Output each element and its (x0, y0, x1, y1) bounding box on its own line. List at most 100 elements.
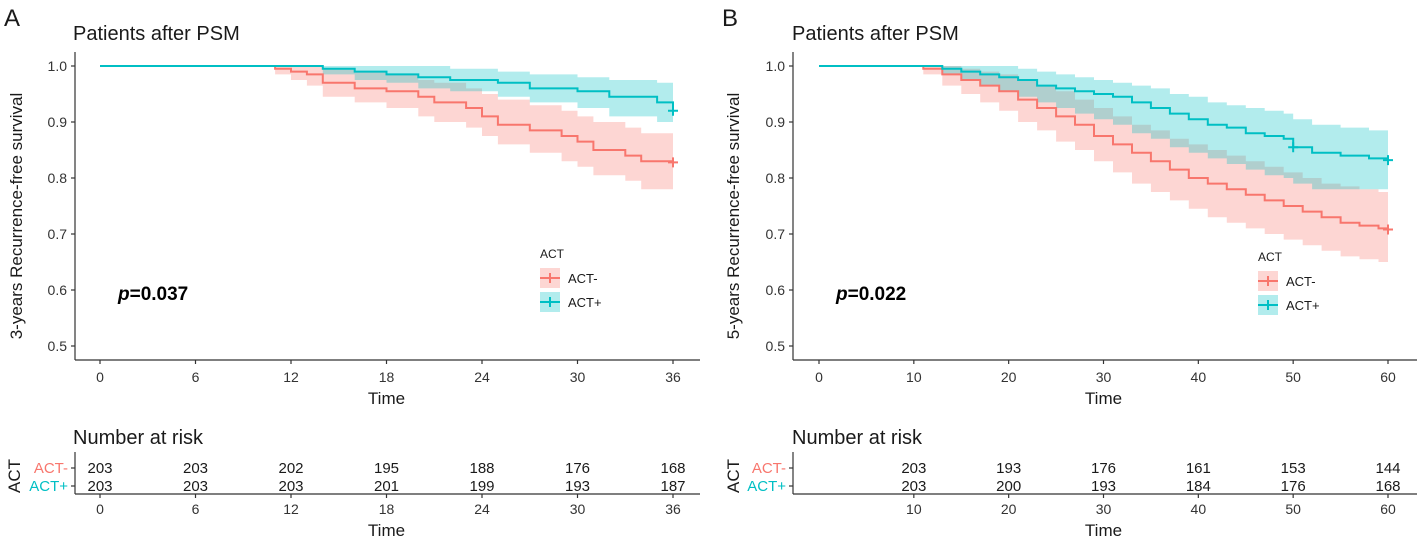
legend-label: ACT+ (568, 295, 602, 310)
risk-count: 187 (660, 478, 685, 495)
risk-count: 184 (1186, 478, 1211, 495)
x-tick-label: 20 (1001, 369, 1017, 385)
risk-x-tick-label: 18 (379, 501, 395, 517)
p-value-label: p=0.022 (835, 284, 906, 305)
risk-count: 193 (565, 478, 590, 495)
risk-count: 193 (1091, 478, 1116, 495)
x-tick-label: 10 (906, 369, 922, 385)
x-tick-label: 30 (1096, 369, 1112, 385)
panel-letter: A (4, 5, 20, 32)
p-letter: p (117, 284, 130, 305)
risk-count: 176 (1091, 460, 1116, 477)
legend-title: ACT (1258, 250, 1283, 264)
risk-x-tick-label: 60 (1380, 501, 1396, 517)
panel-letter: B (722, 5, 738, 32)
risk-x-tick-label: 6 (192, 501, 200, 517)
x-tick-label: 0 (96, 369, 104, 385)
y-tick-label: 0.9 (48, 114, 68, 130)
risk-x-tick-label: 24 (474, 501, 490, 517)
y-tick-label: 1.0 (766, 58, 786, 74)
risk-count: 188 (469, 460, 494, 477)
risk-x-axis-title: Time (368, 521, 405, 539)
risk-x-tick-label: 30 (570, 501, 586, 517)
risk-count: 203 (901, 460, 926, 477)
risk-count: 201 (374, 478, 399, 495)
y-axis-title: 5-years Recurrence-free survival (724, 93, 743, 340)
risk-count: 176 (565, 460, 590, 477)
censor-mark-actplus (1288, 142, 1299, 153)
risk-row-label: ACT+ (29, 478, 68, 495)
censor-mark-actplus (1383, 155, 1393, 166)
risk-count: 144 (1375, 460, 1400, 477)
ci-band-actminus (819, 66, 1388, 262)
risk-count: 199 (469, 478, 494, 495)
censor-mark-actminus (668, 157, 678, 168)
panel-b: B Patients after PSM 5-years Recurrence-fr… (722, 5, 1417, 539)
risk-x-axis-title: Time (1085, 521, 1122, 539)
x-tick-label: 40 (1191, 369, 1207, 385)
x-tick-label: 12 (283, 369, 299, 385)
risk-table-title: Number at risk (73, 427, 204, 449)
y-tick-label: 0.5 (48, 338, 68, 354)
x-axis-title: Time (1085, 389, 1122, 408)
risk-strata-title: ACT (5, 459, 24, 493)
p-value: =0.037 (130, 284, 189, 305)
y-tick-label: 0.8 (766, 170, 786, 186)
x-tick-label: 30 (570, 369, 586, 385)
chart-title: Patients after PSM (73, 23, 240, 45)
legend-label: ACT- (1286, 274, 1316, 289)
risk-count: 153 (1281, 460, 1306, 477)
p-value-label: p=0.037 (117, 284, 188, 305)
x-tick-label: 60 (1380, 369, 1396, 385)
legend-label: ACT+ (1286, 298, 1320, 313)
risk-x-tick-label: 10 (906, 501, 922, 517)
y-tick-label: 0.6 (48, 282, 68, 298)
risk-count: 168 (1375, 478, 1400, 495)
risk-x-tick-label: 30 (1096, 501, 1112, 517)
risk-x-tick-label: 20 (1001, 501, 1017, 517)
risk-strata-title: ACT (724, 459, 743, 493)
x-tick-label: 36 (665, 369, 681, 385)
risk-count: 203 (183, 478, 208, 495)
risk-count: 203 (278, 478, 303, 495)
y-tick-label: 0.8 (48, 170, 68, 186)
censor-mark-actminus (1383, 224, 1393, 235)
risk-x-tick-label: 40 (1191, 501, 1207, 517)
risk-count: 203 (87, 460, 112, 477)
risk-count: 203 (183, 460, 208, 477)
survival-curve-actminus (100, 65, 674, 163)
x-tick-label: 50 (1285, 369, 1301, 385)
x-tick-label: 18 (379, 369, 395, 385)
y-axis-title: 3-years Recurrence-free survival (7, 93, 26, 340)
risk-row-label: ACT- (752, 460, 786, 477)
risk-count: 168 (660, 460, 685, 477)
y-tick-label: 0.5 (766, 338, 786, 354)
risk-count: 161 (1186, 460, 1211, 477)
ci-band-actplus (819, 66, 1388, 190)
risk-table-title: Number at risk (792, 427, 923, 449)
risk-count: 176 (1281, 478, 1306, 495)
risk-x-tick-label: 12 (283, 501, 299, 517)
ci-band-actplus (100, 66, 673, 122)
risk-x-tick-label: 50 (1285, 501, 1301, 517)
panel-a: A Patients after PSM 3-years Recurrence-fr… (4, 5, 700, 539)
risk-count: 200 (996, 478, 1021, 495)
chart-title: Patients after PSM (792, 23, 959, 45)
censor-mark-actplus (668, 105, 678, 116)
p-value: =0.022 (848, 284, 907, 305)
x-tick-label: 0 (815, 369, 823, 385)
risk-row-label: ACT- (34, 460, 68, 477)
y-tick-label: 0.7 (48, 226, 68, 242)
x-tick-label: 6 (192, 369, 200, 385)
y-tick-label: 0.7 (766, 226, 786, 242)
legend-title: ACT (540, 247, 565, 261)
risk-row-label: ACT+ (747, 478, 786, 495)
x-axis-title: Time (368, 389, 405, 408)
survival-curve-actplus (100, 65, 674, 111)
risk-count: 203 (87, 478, 112, 495)
